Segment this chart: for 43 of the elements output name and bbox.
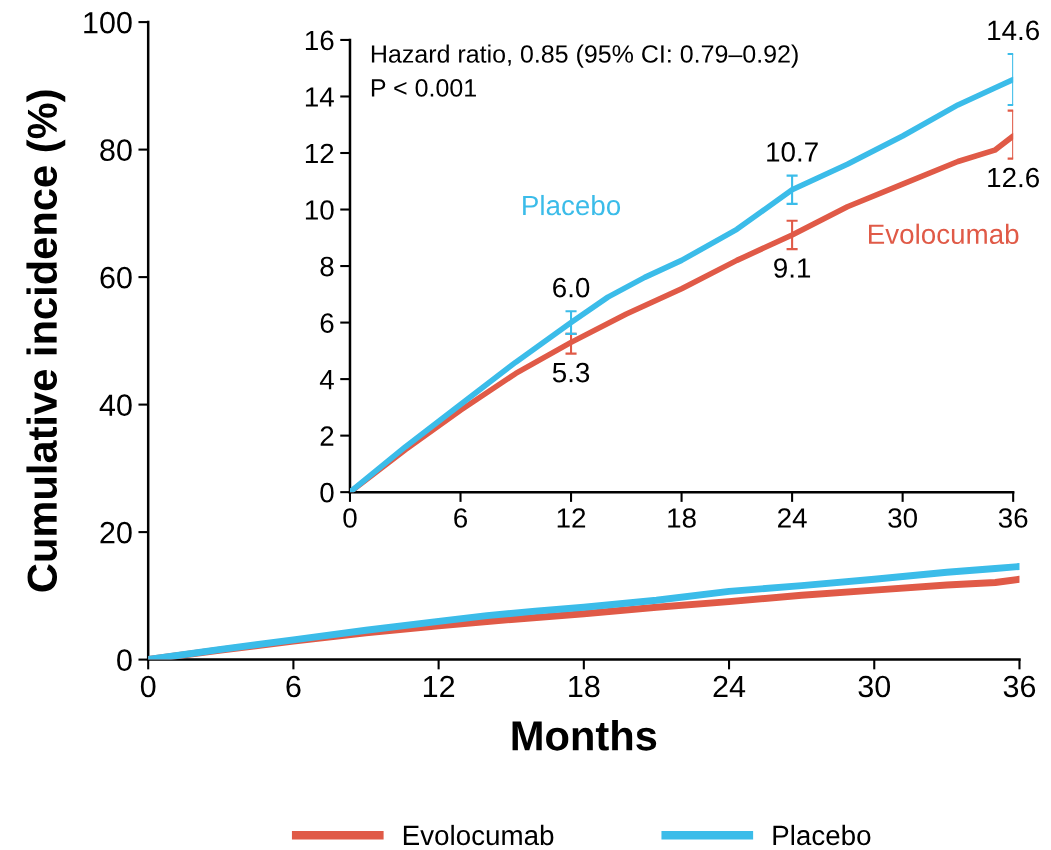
x-tick-label: 24 — [778, 508, 807, 528]
x-tick-label: 24 — [713, 675, 746, 698]
y-tick-label: 0 — [320, 482, 334, 503]
y-tick-label: 6 — [320, 313, 334, 333]
data-label: 10.7 — [767, 142, 818, 162]
x-tick-label: 0 — [140, 675, 156, 698]
annotation: P < 0.001 — [371, 79, 476, 97]
y-tick-label: 12 — [305, 143, 334, 164]
y-tick-label: 40 — [99, 394, 132, 416]
y-tick-label: 60 — [100, 266, 132, 289]
x-tick-label: 18 — [569, 675, 600, 698]
x-tick-label: 6 — [286, 675, 301, 698]
x-tick-label: 36 — [1003, 675, 1036, 698]
legend-label: Placebo — [773, 824, 871, 846]
y-tick-label: 14 — [305, 87, 334, 107]
text: Placebo — [523, 194, 621, 216]
data-label: 12.6 — [988, 167, 1039, 188]
y-tick-label: 0 — [117, 649, 132, 671]
y-tick-label: 16 — [305, 30, 334, 51]
data-label: 9.1 — [774, 258, 811, 278]
x-axis-title: Months — [512, 720, 657, 751]
y-tick-label: 2 — [320, 426, 334, 446]
x-tick-label: 30 — [858, 675, 891, 698]
series-label: Evolocumab — [869, 223, 1019, 245]
y-tick-label: 8 — [320, 256, 334, 277]
legend-label: Evolocumab — [403, 824, 554, 846]
y-tick-label: 100 — [84, 11, 132, 34]
data-label: 14.6 — [988, 20, 1039, 41]
x-tick-label: 12 — [423, 675, 455, 698]
annotation: Hazard ratio, 0.85 (95% CI: 0.79–0.92) — [371, 44, 798, 68]
y-tick-label: 80 — [100, 139, 132, 161]
y-tick-label: 10 — [305, 200, 334, 220]
x-tick-label: 12 — [557, 508, 586, 528]
y-tick-label: 4 — [319, 370, 334, 390]
x-tick-label: 18 — [668, 508, 696, 528]
y-tick-label: 20 — [100, 521, 132, 544]
x-tick-label: 6 — [454, 508, 468, 528]
x-tick-label: 0 — [343, 508, 357, 528]
data-label: 5.3 — [552, 362, 590, 383]
x-tick-label: 30 — [888, 508, 917, 528]
y-axis-title: Cumulative incidence (%) — [26, 90, 66, 592]
x-tick-label: 36 — [998, 508, 1028, 528]
data-label: 6.0 — [553, 277, 590, 298]
